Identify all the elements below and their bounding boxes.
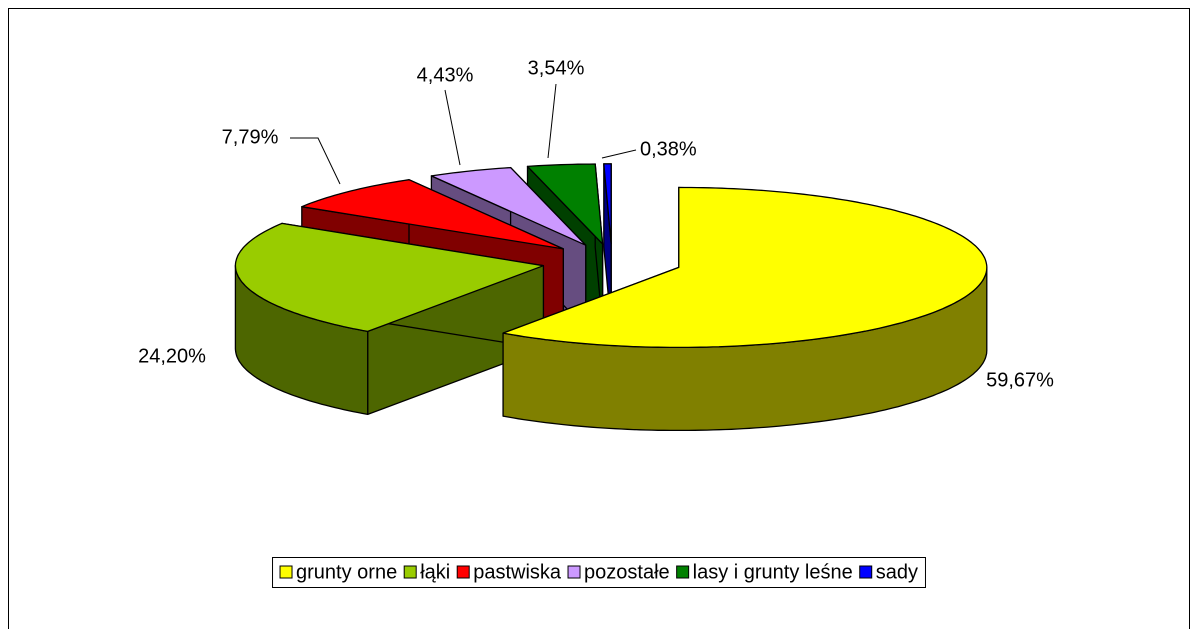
legend-label: grunty orne [296,561,397,583]
legend-swatch [456,565,470,579]
data-label: 59,67% [986,369,1054,391]
labels: 59,67% 24,20% 7,79% 4,43% 3,54% 0,38% [138,57,1054,391]
legend-label: sady [876,561,918,583]
legend-label: pozostałe [584,561,670,583]
slice [301,179,564,250]
legend-label: pastwiska [473,561,562,583]
leader-line [547,83,557,159]
legend-swatch [676,565,690,579]
legend-label: lasy i grunty leśne [693,561,853,583]
legend-swatch [567,565,581,579]
data-label: 3,54% [528,57,585,79]
data-label: 0,38% [640,138,697,160]
leader-line [290,137,341,185]
data-label: 7,79% [222,126,279,148]
slice [526,163,604,245]
data-label: 4,43% [417,64,474,86]
slice [502,186,988,349]
leader-line [444,89,461,166]
pie [234,163,988,432]
slice [234,222,545,333]
legend-label: łąki [420,561,450,583]
data-label: 24,20% [138,345,206,367]
legend-swatch [403,565,417,579]
slice [430,166,587,246]
legend-swatch [279,565,293,579]
legend-box [272,557,926,588]
legend-swatch [859,565,873,579]
leader-line [601,149,637,159]
legend: grunty orne łąki pastwiska pozostałe lasy i … [272,557,926,588]
slice [603,163,612,245]
